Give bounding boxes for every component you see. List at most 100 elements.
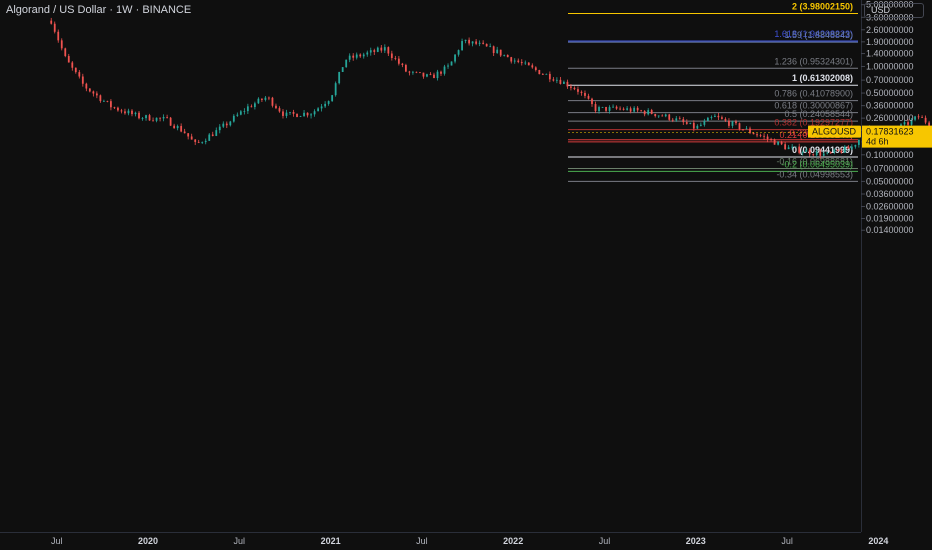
candle-body [440, 71, 442, 74]
fib-level-label: 2 (3.98002150) [792, 1, 853, 11]
fib-level-label: 0.5 (0.24058544) [784, 109, 853, 119]
candle-body [798, 146, 801, 153]
candle-body [703, 120, 706, 125]
candle-body [338, 71, 341, 84]
price-tick-label: 1.00000000 [866, 61, 914, 71]
candle-body [520, 62, 523, 64]
fib-level-label: 0.382 (0.19297277) [774, 118, 853, 128]
candle-body [538, 70, 541, 75]
candle-body [559, 79, 562, 84]
candle-body [359, 54, 362, 57]
candle-body [268, 97, 270, 99]
candle-body [57, 31, 60, 41]
fib-level-label: 1 (0.61302008) [792, 73, 853, 83]
candle-body [829, 152, 832, 154]
candle-body [257, 98, 260, 104]
candle-body [622, 108, 625, 110]
candle-body [78, 72, 81, 77]
price-tick-label: 0.50000000 [866, 88, 914, 98]
candle-body [145, 115, 147, 119]
candle-body [527, 62, 530, 66]
candle-body [447, 65, 449, 67]
candle-body [728, 120, 730, 126]
candle-body [791, 146, 794, 148]
candle-body [253, 103, 256, 108]
candle-body [250, 106, 253, 108]
candle-body [573, 87, 576, 90]
candle-body [394, 58, 397, 59]
candle-body [166, 116, 169, 118]
candle-body [215, 130, 218, 136]
candle-body [766, 136, 769, 139]
symbol-tag-bg [808, 125, 861, 138]
candle-body [404, 64, 407, 72]
candle-body [745, 128, 748, 130]
candle-body [275, 105, 277, 109]
candle-body [552, 79, 555, 81]
candle-body [464, 39, 467, 42]
candle-body [155, 117, 158, 121]
candle-body [74, 67, 77, 73]
candle-body [819, 151, 822, 156]
candle-body [903, 122, 906, 125]
candle-body [696, 125, 699, 129]
candle-body [629, 108, 632, 112]
candle-body [731, 121, 734, 126]
candle-body [787, 147, 790, 150]
candle-body [408, 71, 411, 73]
candle-body [517, 60, 520, 63]
candle-body [717, 115, 720, 118]
candle-body [749, 128, 751, 133]
candle-body [654, 113, 657, 117]
candle-body [419, 72, 421, 74]
candle-body [601, 106, 604, 108]
candle-body [587, 95, 590, 99]
candle-body [612, 106, 614, 108]
fib-level-label: -0.34 (0.04998553) [776, 169, 853, 179]
fib-level-label: 1.59 (1.8848843) [784, 30, 853, 40]
candle-body [303, 112, 305, 117]
candle-body [194, 139, 197, 142]
time-tick-label: 2020 [138, 536, 158, 546]
candle-body [187, 133, 190, 137]
candle-body [822, 153, 825, 156]
price-tick-label: 1.90000000 [866, 37, 914, 47]
candle-body [692, 122, 695, 129]
candle-body [99, 95, 102, 102]
price-tick-label: 0.70000000 [866, 75, 914, 85]
candle-body [53, 23, 56, 32]
candle-body [278, 108, 281, 112]
candle-body [598, 107, 600, 112]
candle-body [777, 141, 780, 145]
time-axis[interactable]: Jul2020Jul2021Jul2022Jul2023Jul2024Jul20… [51, 536, 932, 546]
candle-body [773, 139, 776, 145]
candle-body [148, 115, 151, 121]
candle-body [176, 126, 179, 129]
candle-body [843, 146, 846, 153]
candle-body [633, 107, 636, 112]
symbol-tag-label: ALGOUSD [812, 127, 857, 137]
candle-body [499, 49, 502, 56]
candle-body [594, 104, 597, 112]
price-tick-label: 2.60000000 [866, 25, 914, 35]
candle-body [81, 76, 84, 84]
candle-body [313, 111, 316, 115]
time-tick-label: 2022 [503, 536, 523, 546]
candlestick-series [50, 17, 932, 159]
candle-body [668, 114, 671, 120]
candle-body [689, 122, 692, 124]
currency-selector[interactable]: USD [864, 3, 924, 18]
candle-body [531, 65, 534, 68]
candle-body [282, 111, 284, 116]
candle-body [383, 47, 386, 51]
candle-body [496, 49, 499, 54]
candle-body [468, 39, 470, 44]
candle-body [362, 54, 365, 57]
candle-body [664, 114, 667, 117]
candle-body [780, 141, 783, 145]
candle-body [197, 141, 200, 143]
candle-body [513, 60, 516, 62]
candle-body [647, 110, 650, 115]
